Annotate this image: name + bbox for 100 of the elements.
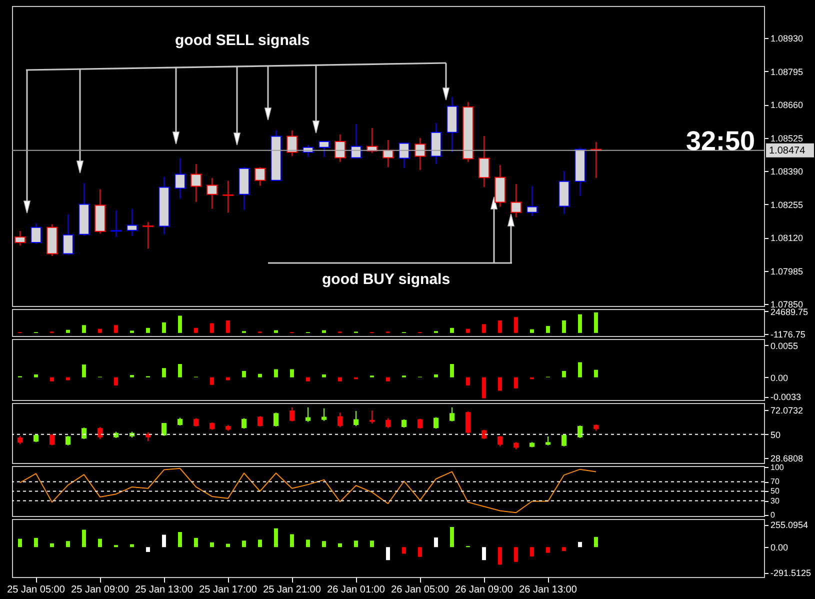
bar: [178, 364, 182, 378]
candlestick: [526, 186, 538, 217]
candlestick: [290, 406, 294, 422]
y-tick-label: 50: [770, 486, 780, 496]
bar: [162, 534, 166, 548]
candlestick: [98, 426, 102, 440]
candlestick: [14, 230, 26, 246]
y-tick-label: 0.00: [770, 372, 788, 383]
candlestick: [510, 184, 522, 218]
y-tick-label: -291.5125: [770, 568, 812, 578]
y-tick-label: 70: [770, 477, 780, 486]
y-tick-label: -0.0033: [770, 392, 802, 402]
bar: [466, 377, 470, 386]
y-tick-label: 1.08660: [770, 100, 804, 110]
annotation: good SELL signals: [175, 32, 310, 49]
candlestick: [126, 208, 138, 236]
bar: [258, 540, 262, 548]
candlestick: [578, 425, 582, 439]
bar: [210, 542, 214, 548]
y-tick-label: 1.08390: [770, 166, 804, 177]
bar: [210, 323, 214, 333]
x-tick-label: 26 Jan 09:00: [455, 584, 514, 596]
y-tick-label: 100: [770, 462, 784, 472]
bar: [498, 377, 502, 391]
y-tick-label: 1.08930: [770, 34, 804, 44]
y-tick-label: 1.08795: [770, 66, 804, 77]
candlestick: [142, 222, 154, 250]
candlestick: [478, 136, 490, 188]
candlestick: [30, 222, 42, 245]
x-tick-label: 26 Jan 01:00: [327, 584, 386, 596]
candlestick: [414, 138, 426, 171]
bar: [50, 543, 54, 548]
bar: [242, 370, 246, 378]
bar: [354, 540, 358, 548]
bar: [578, 542, 582, 548]
bar: [130, 544, 134, 548]
bar: [514, 547, 518, 562]
bar: [226, 544, 230, 548]
bar: [34, 538, 38, 548]
bar: [98, 538, 102, 548]
bar: [514, 377, 518, 388]
candlestick: [430, 122, 442, 165]
candlestick: [318, 140, 330, 158]
candlestick: [254, 166, 266, 186]
bar: [274, 369, 278, 378]
y-tick-label: 28.6808: [770, 453, 804, 464]
candlestick: [286, 130, 298, 157]
candlestick: [354, 410, 358, 427]
bar: [594, 370, 598, 378]
bar: [338, 377, 342, 382]
candlestick: [174, 158, 186, 200]
bar: [114, 325, 118, 333]
bar: [562, 320, 566, 333]
bar: [498, 320, 502, 333]
candlestick: [338, 412, 342, 428]
bar: [386, 547, 390, 560]
bar: [162, 368, 166, 378]
bar: [162, 322, 166, 333]
bar: [178, 532, 182, 548]
bar: [370, 540, 374, 548]
bar: [194, 538, 198, 548]
x-tick-label: 25 Jan 05:00: [7, 584, 66, 596]
bar: [434, 374, 438, 378]
annotation: 32:50: [686, 126, 756, 157]
candlestick: [274, 412, 278, 428]
line-series: [20, 468, 596, 514]
x-tick-label: 25 Jan 09:00: [71, 584, 130, 596]
bar: [546, 547, 550, 553]
y-tick-label: 50: [770, 430, 781, 440]
candlestick: [498, 435, 502, 447]
bar: [386, 377, 390, 382]
bar: [578, 314, 582, 333]
y-tick-label: 1.07985: [770, 266, 804, 276]
bar: [290, 369, 294, 378]
bar: [290, 534, 294, 548]
bar: [514, 317, 518, 333]
bar: [34, 374, 38, 378]
y-tick-label: -1176.75: [770, 329, 806, 340]
bar: [450, 526, 454, 548]
bar: [114, 377, 118, 386]
bar: [578, 362, 582, 378]
y-tick-label: 72.0732: [770, 405, 804, 416]
bar: [482, 547, 486, 560]
candlestick: [322, 408, 326, 422]
candlestick: [482, 429, 486, 440]
bar: [66, 330, 70, 333]
candlestick: [370, 410, 374, 424]
bar: [322, 541, 326, 548]
y-tick-label: 1.08525: [770, 133, 804, 144]
candlestick: [450, 406, 454, 422]
candlestick: [222, 180, 234, 214]
bar: [530, 547, 534, 556]
bar: [434, 537, 438, 548]
bar: [450, 328, 454, 333]
bar: [322, 374, 326, 378]
bar: [82, 325, 86, 333]
annotation: good BUY signals: [322, 271, 450, 288]
bar: [546, 326, 550, 333]
bar: [258, 374, 262, 378]
x-tick-label: 25 Jan 17:00: [199, 584, 258, 596]
